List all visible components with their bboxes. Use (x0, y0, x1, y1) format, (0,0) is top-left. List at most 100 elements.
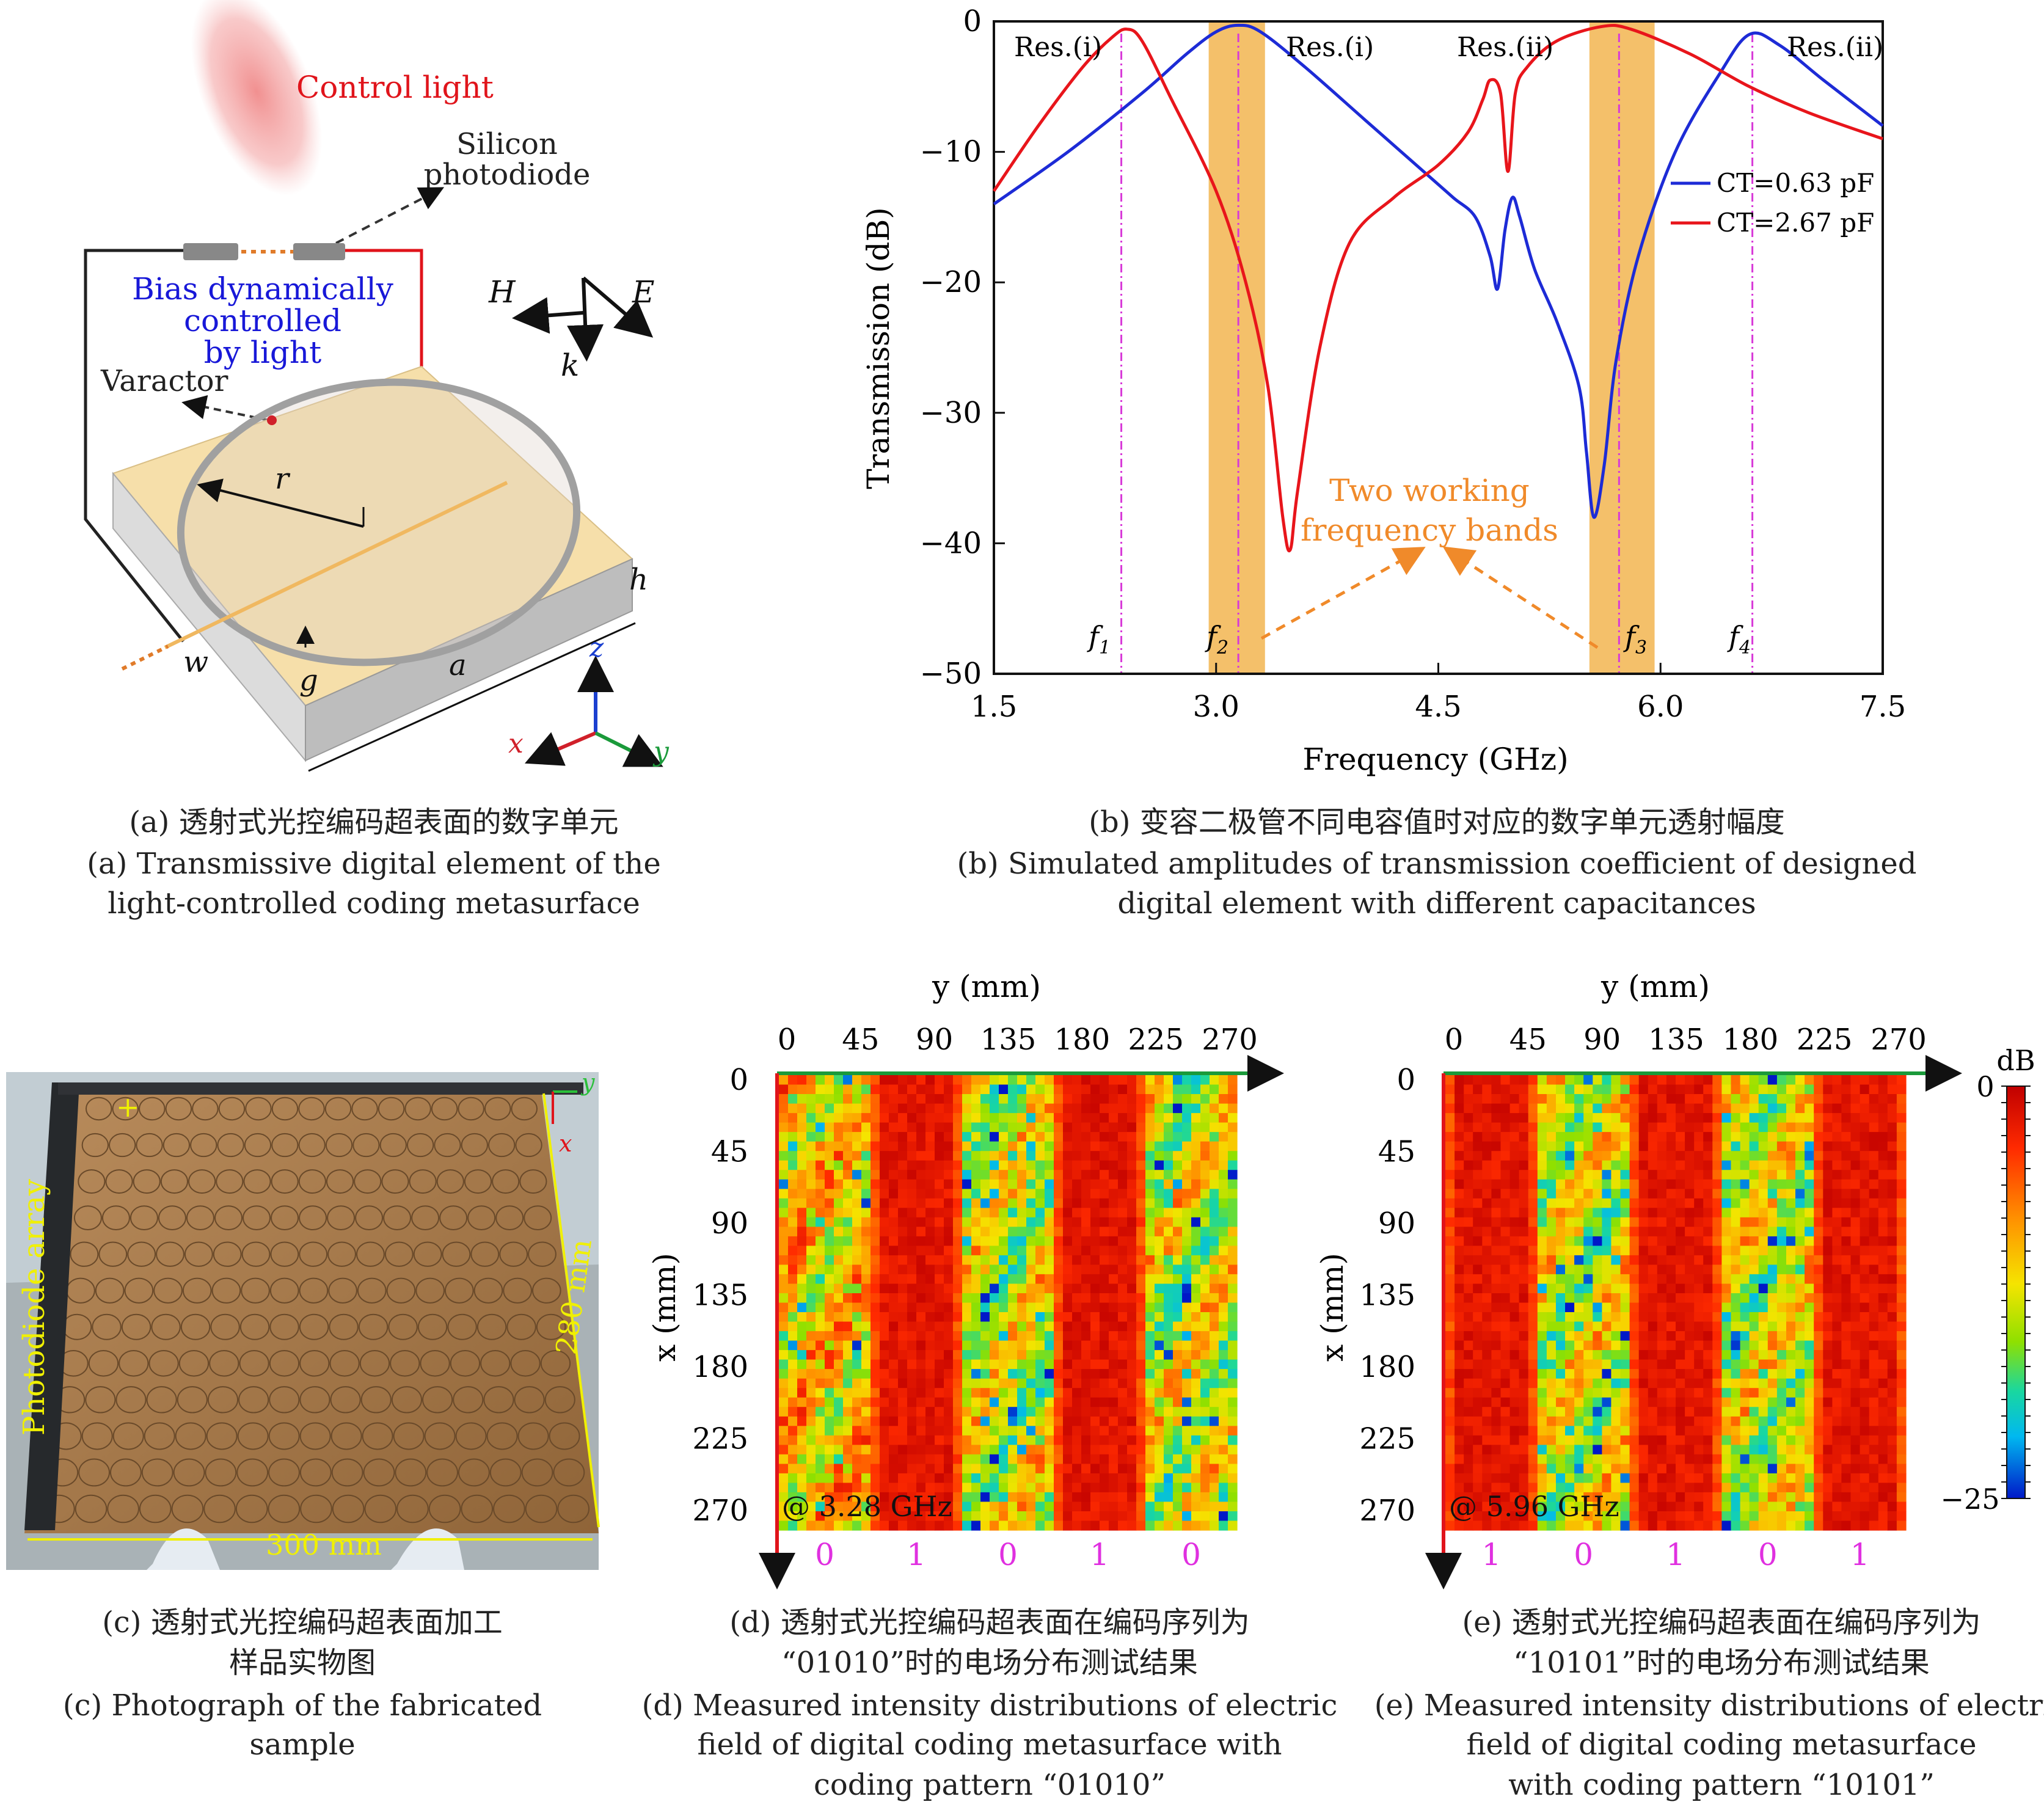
heatmap-cell (852, 1104, 862, 1114)
heatmap-cell (1455, 1142, 1464, 1151)
heatmap-cell (889, 1284, 899, 1294)
heatmap-cell (861, 1379, 871, 1389)
heatmap-cell (1219, 1369, 1228, 1379)
heatmap-cell (1017, 1075, 1027, 1085)
heatmap-cell (1200, 1293, 1210, 1303)
heatmap-cell (1491, 1379, 1501, 1389)
heatmap-cell (1556, 1293, 1566, 1303)
heatmap-cell (1200, 1464, 1210, 1473)
heatmap-cell (898, 1303, 908, 1313)
heatmap-cell (1860, 1264, 1870, 1274)
heatmap-cell (1145, 1094, 1155, 1104)
heatmap-cell (1118, 1199, 1128, 1208)
heatmap-cell (1805, 1180, 1814, 1189)
heatmap-cell (843, 1075, 853, 1085)
legend-ct063: CT=0.63 pF (1717, 168, 1874, 198)
heatmap-cell (1054, 1483, 1064, 1492)
heatmap-cell (1648, 1199, 1658, 1208)
heatmap-cell (1118, 1274, 1128, 1284)
heatmap-cell (1860, 1388, 1870, 1398)
heatmap-cell (861, 1123, 871, 1133)
heatmap-cell (1648, 1492, 1658, 1502)
caption-d-line-5: coding pattern “01010” (814, 1768, 1166, 1802)
heatmap-cell (1035, 1303, 1045, 1313)
heatmap-cell (1805, 1075, 1814, 1085)
heatmap-cell (971, 1369, 981, 1379)
heatmap-cell (852, 1303, 862, 1313)
heatmap-cell (1473, 1369, 1483, 1379)
heatmap-cell (1602, 1350, 1611, 1360)
heatmap-cell (1832, 1161, 1842, 1170)
heatmap-cell (1228, 1208, 1238, 1217)
heatmap-cell (1109, 1350, 1119, 1360)
heatmap-cell (806, 1350, 816, 1360)
heatmap-cell (1676, 1398, 1685, 1407)
heatmap-cell (953, 1464, 963, 1473)
heatmap-cell (779, 1142, 789, 1151)
heatmap-cell (1721, 1236, 1731, 1246)
heatmap-cell (999, 1075, 1009, 1085)
heatmap-cell (1081, 1161, 1091, 1170)
heatmap-cell (1210, 1379, 1219, 1389)
heatmap-cell (1694, 1322, 1704, 1332)
heatmap-cell (1556, 1454, 1566, 1464)
heatmap-cell (980, 1085, 990, 1095)
heatmap-cell (1045, 1341, 1054, 1351)
heatmap-cell (1621, 1312, 1630, 1322)
heatmap-cell (1639, 1284, 1649, 1294)
heatmap-cell (825, 1341, 834, 1351)
heatmap-cell (1832, 1123, 1842, 1133)
heatmap-cell (788, 1360, 798, 1370)
heatmap-cell (1017, 1350, 1027, 1360)
heatmap-cell (1860, 1274, 1870, 1284)
heatmap-cell (980, 1113, 990, 1123)
heatmap-cell (1173, 1445, 1183, 1454)
heatmap-cell (980, 1132, 990, 1142)
heatmap-cell (1777, 1492, 1787, 1502)
heatmap-cell (880, 1445, 889, 1454)
heatmap-cell (843, 1170, 853, 1180)
heatmap-cell (816, 1445, 825, 1454)
heatmap-cell (1759, 1284, 1768, 1294)
heatmap-cell (990, 1274, 999, 1284)
heatmap-cell (1045, 1426, 1054, 1436)
heatmap-cell (1510, 1085, 1520, 1095)
heatmap-cell (871, 1264, 880, 1274)
heatmap-cell (1538, 1417, 1547, 1426)
heatmap-cell (1851, 1104, 1861, 1114)
heatmap-cell (1630, 1502, 1640, 1511)
heatmap-cell (1565, 1075, 1575, 1085)
heatmap-cell (1814, 1322, 1823, 1332)
heatmap-cell (1510, 1208, 1520, 1217)
heatmap-cell (1841, 1483, 1851, 1492)
heatmap-cell (1676, 1388, 1685, 1398)
heatmap-cell (779, 1104, 789, 1114)
heatmap-cell (935, 1180, 944, 1189)
heatmap-cell (907, 1227, 917, 1236)
heatmap-cell (1045, 1521, 1054, 1531)
heatmap-cell (1823, 1246, 1833, 1255)
heatmap-cell (1593, 1331, 1602, 1341)
heatmap-cell (843, 1255, 853, 1265)
heatmap-cell (1090, 1293, 1100, 1303)
heatmap-cell (1860, 1341, 1870, 1351)
heatmap-cell (1740, 1170, 1750, 1180)
heatmap-cell (1556, 1369, 1566, 1379)
heatmap-cell (1860, 1502, 1870, 1511)
heatmap-cell (1740, 1483, 1750, 1492)
heatmap-cell (797, 1407, 807, 1417)
heatmap-cell (1565, 1379, 1575, 1389)
heatmap-cell (1740, 1426, 1750, 1436)
heatmap-cell (1464, 1132, 1473, 1142)
heatmap-cell (1519, 1436, 1529, 1445)
heatmap-cell (1063, 1085, 1073, 1095)
heatmap-cell (1841, 1407, 1851, 1417)
heatmap-cell (1805, 1132, 1814, 1142)
heatmap-cell (806, 1445, 816, 1454)
heatmap-cell (1823, 1217, 1833, 1227)
heatmap-cell (1482, 1407, 1492, 1417)
heatmap-cell (1795, 1161, 1805, 1170)
heatmap-cell (834, 1445, 844, 1454)
heatmap-cell (1519, 1274, 1529, 1284)
heatmap-cell (1703, 1264, 1713, 1274)
